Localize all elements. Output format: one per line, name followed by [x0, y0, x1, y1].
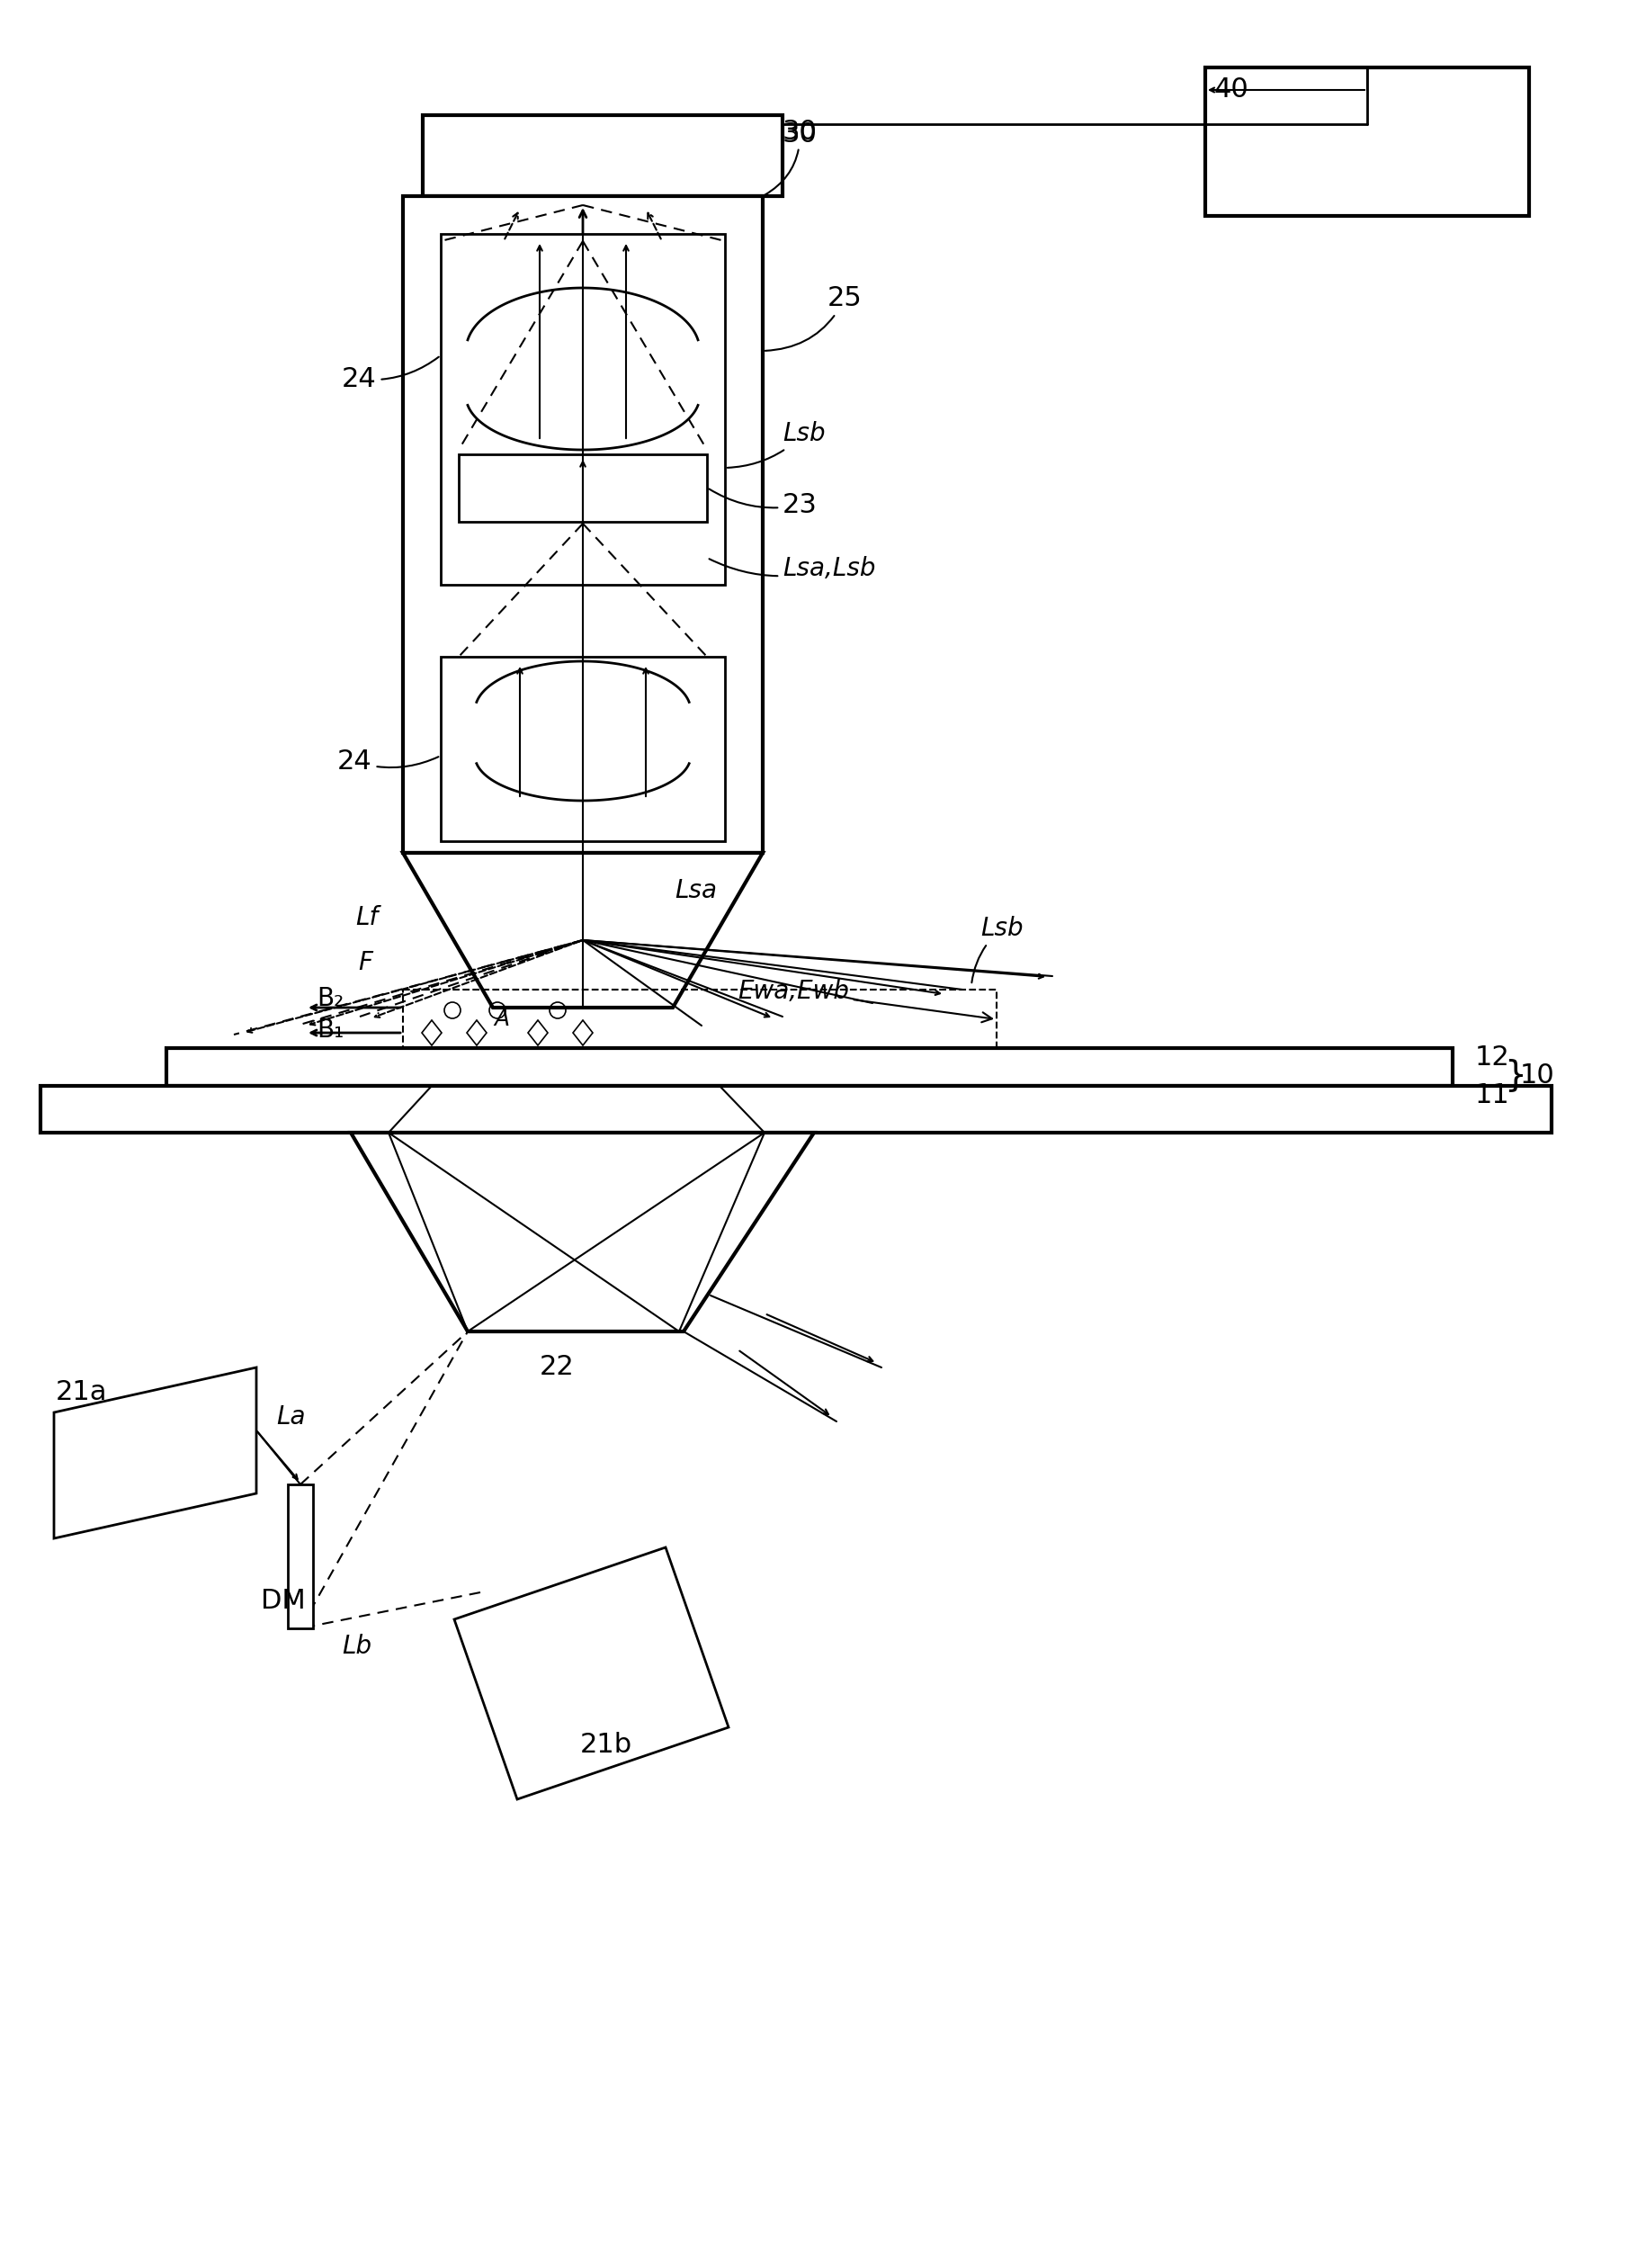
Text: Lf: Lf: [355, 905, 378, 930]
Text: A: A: [494, 1009, 509, 1030]
Bar: [403, 989, 997, 1048]
Bar: [167, 1048, 1452, 1086]
Polygon shape: [403, 853, 763, 1007]
Text: Lsa: Lsa: [674, 878, 717, 903]
Bar: [422, 116, 782, 195]
Text: 22: 22: [540, 1354, 575, 1381]
Text: 25: 25: [764, 286, 863, 352]
Text: 30: 30: [764, 118, 817, 195]
Polygon shape: [288, 1486, 313, 1628]
Polygon shape: [453, 1547, 728, 1799]
Bar: [41, 1086, 1552, 1132]
Text: 24: 24: [337, 748, 439, 776]
Text: 23: 23: [709, 490, 817, 517]
Text: 40: 40: [1215, 77, 1249, 102]
Text: 24: 24: [342, 356, 439, 392]
Text: F: F: [359, 950, 372, 975]
Text: 21b: 21b: [579, 1733, 632, 1758]
Text: 12: 12: [1475, 1043, 1509, 1070]
Polygon shape: [54, 1368, 257, 1538]
Bar: [1205, 68, 1529, 215]
Bar: [440, 234, 725, 585]
Text: 11: 11: [1475, 1082, 1509, 1109]
Bar: [458, 454, 707, 522]
Polygon shape: [350, 1132, 814, 1331]
Bar: [403, 195, 763, 853]
Text: La: La: [277, 1404, 306, 1429]
Text: Lsa,Lsb: Lsa,Lsb: [709, 556, 876, 581]
Text: 30: 30: [782, 122, 817, 147]
Text: Ewa,Ewb: Ewa,Ewb: [738, 980, 992, 1023]
Text: }: }: [1504, 1057, 1526, 1093]
Text: 21a: 21a: [56, 1379, 108, 1406]
Bar: [440, 658, 725, 841]
Text: 10: 10: [1521, 1061, 1555, 1089]
Text: B₁: B₁: [316, 1018, 344, 1043]
Text: B₂: B₂: [316, 987, 344, 1012]
Text: Lsb: Lsb: [972, 916, 1023, 982]
Text: DM: DM: [260, 1588, 306, 1615]
Text: Lb: Lb: [342, 1633, 372, 1658]
Text: Lsb: Lsb: [727, 422, 825, 467]
